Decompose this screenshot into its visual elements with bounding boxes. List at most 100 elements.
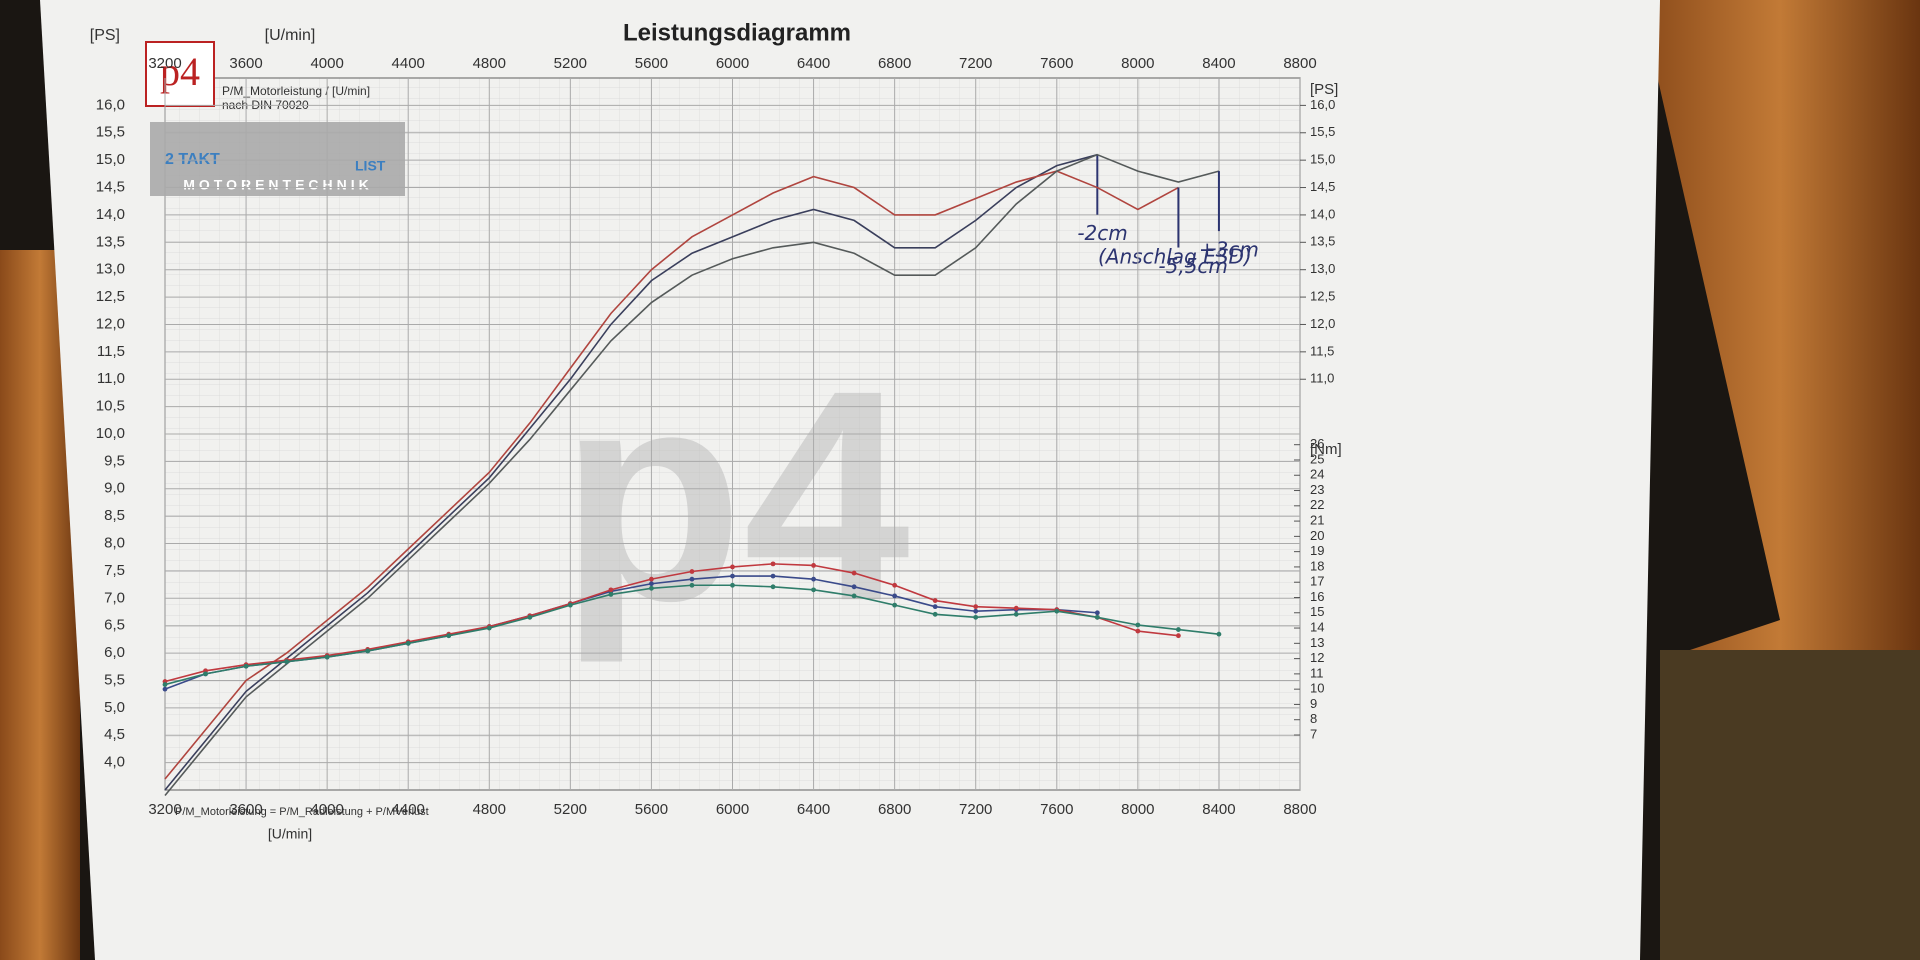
data-point	[811, 562, 816, 568]
logo: p4	[160, 49, 200, 94]
data-point	[730, 564, 735, 570]
badge-text: MOTORENTECHNIK	[183, 177, 373, 193]
y-tick-label: 4,0	[104, 754, 125, 771]
data-point	[284, 659, 290, 665]
x-tick-label: 4000	[310, 55, 343, 72]
data-point	[1175, 627, 1181, 632]
x-tick-label: 7600	[1040, 55, 1073, 72]
data-point	[932, 598, 938, 603]
y-right-tick-label: 12,5	[1310, 289, 1335, 304]
data-point	[405, 640, 411, 646]
x-tick-label: 8000	[1121, 801, 1154, 818]
y-tick-label: 5,5	[104, 671, 125, 688]
badge-text: LIST	[355, 158, 386, 174]
y-tick-label: 10,0	[96, 425, 125, 442]
data-point	[851, 584, 857, 590]
x-tick-label: 4800	[473, 55, 506, 72]
y-tick-label: 14,5	[96, 179, 125, 196]
data-point	[689, 582, 695, 588]
y-tick-label: 16,0	[96, 96, 125, 113]
y2-tick-label: 21	[1310, 513, 1324, 528]
x-tick-label: 7200	[959, 55, 992, 72]
annotation: (Anschlag ESD)	[1098, 245, 1252, 269]
y2-tick-label: 22	[1310, 497, 1324, 512]
y-tick-label: 9,0	[104, 480, 125, 497]
data-point	[1135, 628, 1141, 634]
y-tick-label: 6,0	[104, 644, 125, 661]
series-line	[164, 153, 1098, 791]
data-point	[1175, 633, 1181, 639]
floor	[1660, 650, 1920, 960]
data-point	[446, 633, 452, 639]
y2-tick-label: 7	[1310, 726, 1317, 741]
y2-tick-label: 20	[1310, 528, 1324, 543]
series-line	[164, 563, 1179, 683]
y-right-tick-label: 16,0	[1310, 97, 1335, 112]
y-right-tick-label: 11,5	[1310, 343, 1334, 358]
y-right-tick-label: 14,5	[1310, 179, 1335, 194]
y2-tick-label: 19	[1310, 543, 1324, 558]
data-point	[243, 663, 249, 669]
x-axis-label: [U/min]	[265, 27, 316, 44]
y2-tick-label: 9	[1310, 696, 1317, 711]
y-tick-label: 6,5	[104, 617, 125, 634]
y-right-tick-label: 15,0	[1310, 152, 1335, 167]
data-point	[649, 581, 654, 587]
y-tick-label: 10,5	[96, 398, 125, 415]
data-point	[973, 604, 979, 610]
y2-tick-label: 12	[1310, 650, 1324, 665]
y-tick-label: 7,5	[104, 562, 125, 579]
y-tick-label: 11,5	[97, 343, 125, 360]
y-axis-label: [PS]	[90, 27, 120, 44]
data-point	[811, 576, 816, 582]
y-right-tick-label: 12,0	[1310, 316, 1335, 331]
x-tick-label: 6000	[716, 801, 749, 818]
x-tick-label: 6000	[716, 55, 749, 72]
x-tick-label: 6800	[878, 55, 911, 72]
data-point	[1013, 611, 1019, 617]
series-label: -2cm	[1077, 221, 1127, 245]
y-tick-label: 9,5	[104, 452, 125, 469]
x-tick-label: 4000	[310, 801, 343, 818]
x-tick-label: 5600	[635, 801, 668, 818]
series-label: -5,5cm	[1158, 254, 1228, 278]
data-point	[811, 587, 816, 593]
x-tick-label: 8400	[1202, 55, 1235, 72]
data-point	[770, 584, 776, 590]
y-right-axis-label: [PS]	[1310, 81, 1338, 98]
data-point	[689, 569, 695, 574]
x-tick-label: 3200	[148, 55, 181, 72]
x-tick-label: 4400	[392, 55, 425, 72]
x-tick-label: 5200	[554, 55, 587, 72]
x-tick-label: 8800	[1283, 801, 1316, 818]
y2-tick-label: 14	[1310, 619, 1324, 634]
x-tick-label: 3200	[148, 801, 181, 818]
data-point	[1054, 608, 1060, 614]
y2-tick-label: 13	[1310, 635, 1324, 650]
y2-tick-label: 23	[1310, 482, 1324, 497]
data-point	[203, 671, 208, 677]
x-tick-label: 8400	[1202, 801, 1235, 818]
y-tick-label: 15,5	[96, 124, 125, 141]
data-point	[730, 582, 735, 588]
x-axis-label-bottom: [U/min]	[268, 826, 312, 842]
x-tick-label: 6400	[797, 55, 830, 72]
y-tick-label: 5,0	[104, 699, 125, 716]
data-point	[1135, 622, 1141, 628]
data-point	[689, 576, 695, 582]
x-tick-label: 3600	[229, 55, 262, 72]
x-tick-label: 5600	[635, 55, 668, 72]
x-tick-label: 6800	[878, 801, 911, 818]
data-point	[730, 573, 735, 579]
y-right-tick-label: 15,5	[1310, 124, 1335, 139]
chart-title: Leistungsdiagramm	[623, 19, 851, 46]
data-point	[932, 604, 938, 610]
y-tick-label: 12,5	[96, 288, 125, 305]
data-point	[486, 625, 492, 631]
data-point	[162, 686, 168, 692]
data-point	[770, 561, 776, 567]
y2-tick-label: 10	[1310, 681, 1324, 696]
y-tick-label: 13,0	[96, 261, 125, 278]
